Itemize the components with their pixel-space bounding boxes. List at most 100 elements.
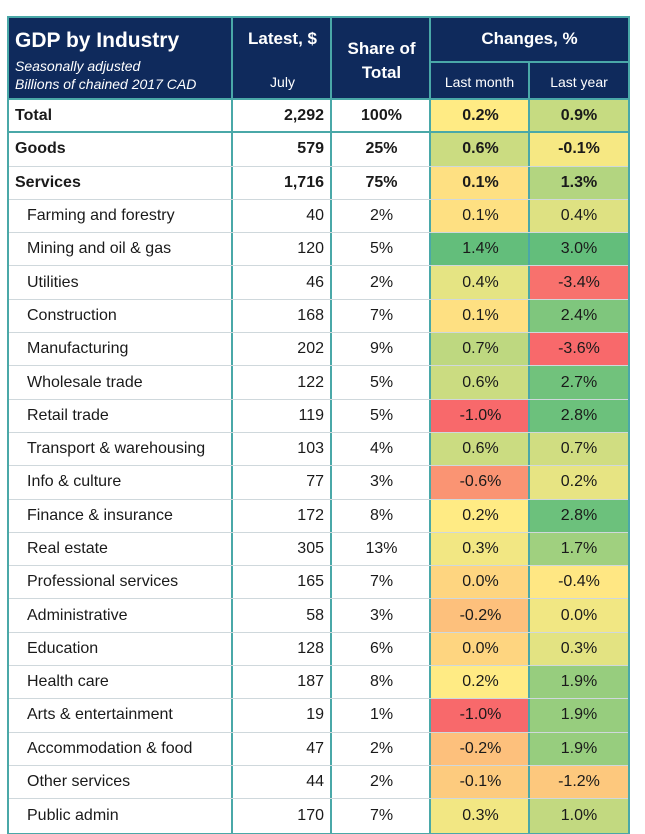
table-row: Services 1,716 75% 0.1% 1.3% xyxy=(9,166,628,200)
industry-name-cell: Real estate xyxy=(27,540,108,557)
share-value-cell: 6% xyxy=(369,639,394,657)
table-subtitle-1: Seasonally adjusted xyxy=(15,58,141,74)
last-month-change-cell: 0.0% xyxy=(431,566,530,599)
table-row: Manufacturing 202 9% 0.7% -3.6% xyxy=(9,333,628,367)
last-year-change-cell: 1.9% xyxy=(530,666,628,699)
latest-value-cell: 202 xyxy=(297,340,324,358)
share-value-cell: 5% xyxy=(369,406,394,424)
industry-name-cell: Transport & warehousing xyxy=(27,440,206,458)
table-title: GDP by Industry xyxy=(15,29,180,52)
share-value-cell: 2% xyxy=(369,773,394,791)
last-year-change-cell: 2.4% xyxy=(530,299,628,333)
industry-name-cell: Accommodation & food xyxy=(27,739,193,757)
share-value-cell: 25% xyxy=(365,140,398,158)
last-month-change-cell: 0.1% xyxy=(431,199,530,233)
industry-name-cell: Services xyxy=(15,173,81,191)
share-value-cell: 5% xyxy=(369,240,394,258)
industry-name-cell: Farming and forestry xyxy=(27,207,175,225)
industry-name-cell: Arts & entertainment xyxy=(27,706,173,724)
share-value-cell: 8% xyxy=(369,506,394,524)
last-month-change-cell: 1.4% xyxy=(431,233,530,266)
table-row: Utilities 46 2% 0.4% -3.4% xyxy=(9,266,628,300)
latest-value-cell: 40 xyxy=(306,207,324,225)
last-year-change-cell: 2.8% xyxy=(530,499,628,532)
share-value-cell: 2% xyxy=(369,273,394,291)
last-year-change-cell: 2.8% xyxy=(530,399,628,432)
share-value-cell: 2% xyxy=(369,739,394,757)
header-changes-cell: Changes, % xyxy=(431,18,628,98)
share-value-cell: 3% xyxy=(369,473,394,491)
month-header: July xyxy=(270,74,295,90)
share-value-cell: 8% xyxy=(369,673,394,691)
share-value-cell: 5% xyxy=(369,373,394,391)
last-month-change-cell: 0.2% xyxy=(431,499,530,532)
latest-value-cell: 168 xyxy=(297,306,324,324)
changes-header: Changes, % xyxy=(481,29,578,48)
table-row: Education 128 6% 0.0% 0.3% xyxy=(9,632,628,667)
share-value-cell: 1% xyxy=(369,706,394,724)
latest-value-cell: 170 xyxy=(297,806,324,824)
last-year-change-cell: 3.0% xyxy=(530,233,628,266)
last-month-change-cell: 0.6% xyxy=(431,133,530,166)
table-row: Administrative 58 3% -0.2% 0.0% xyxy=(9,599,628,633)
share-header: Share of Total xyxy=(332,37,431,85)
share-value-cell: 7% xyxy=(369,573,394,591)
last-year-change-cell: -1.2% xyxy=(530,765,628,799)
share-value-cell: 75% xyxy=(365,173,398,191)
latest-value-cell: 77 xyxy=(306,473,324,491)
share-value-cell: 7% xyxy=(369,306,394,324)
header-latest-cell: Latest, $ July xyxy=(233,18,332,98)
last-month-change-cell: -0.1% xyxy=(431,765,530,799)
last-year-change-cell: 1.0% xyxy=(530,799,628,833)
table-row: Farming and forestry 40 2% 0.1% 0.4% xyxy=(9,199,628,234)
table-header: GDP by Industry Seasonally adjusted Bill… xyxy=(7,16,630,100)
table-row: Goods 579 25% 0.6% -0.1% xyxy=(9,133,628,167)
industry-name-cell: Utilities xyxy=(27,273,79,291)
table-row: Arts & entertainment 19 1% -1.0% 1.9% xyxy=(9,699,628,733)
table-row: Transport & warehousing 103 4% 0.6% 0.7% xyxy=(9,432,628,467)
last-year-change-cell: 1.9% xyxy=(530,732,628,765)
table-row: Real estate 305 13% 0.3% 1.7% xyxy=(9,532,628,567)
last-year-change-cell: 0.9% xyxy=(530,100,628,132)
latest-value-cell: 44 xyxy=(306,773,324,791)
industry-name-cell: Total xyxy=(15,106,53,124)
share-value-cell: 9% xyxy=(369,340,394,358)
last-month-change-cell: -1.0% xyxy=(431,399,530,432)
last-year-change-cell: -0.4% xyxy=(530,566,628,599)
share-value-cell: 4% xyxy=(369,440,394,458)
industry-name-cell: Education xyxy=(27,639,99,657)
table-row: Retail trade 119 5% -1.0% 2.8% xyxy=(9,399,628,433)
last-month-change-cell: 0.3% xyxy=(431,532,530,566)
last-year-change-cell: -0.1% xyxy=(530,133,628,166)
table-row: Mining and oil & gas 120 5% 1.4% 3.0% xyxy=(9,233,628,267)
latest-value-cell: 58 xyxy=(306,606,324,624)
last-month-header: Last month xyxy=(444,74,515,90)
table-row: Health care 187 8% 0.2% 1.9% xyxy=(9,666,628,700)
industry-name-cell: Mining and oil & gas xyxy=(27,240,172,258)
industry-name-cell: Info & culture xyxy=(27,473,122,491)
last-month-change-cell: 0.2% xyxy=(431,666,530,699)
last-year-change-cell: -3.4% xyxy=(530,266,628,299)
last-month-change-cell: 0.2% xyxy=(431,100,530,132)
last-year-change-cell: 1.3% xyxy=(530,166,628,199)
industry-name-cell: Construction xyxy=(27,306,117,324)
last-month-change-cell: 0.0% xyxy=(431,632,530,666)
latest-value-cell: 119 xyxy=(298,406,324,424)
last-month-change-cell: -0.2% xyxy=(431,732,530,765)
industry-name-cell: Other services xyxy=(27,773,131,791)
latest-value-cell: 122 xyxy=(297,373,324,391)
share-value-cell: 13% xyxy=(365,540,398,557)
table-row: Total 2,292 100% 0.2% 0.9% xyxy=(9,100,628,134)
header-title-cell: GDP by Industry Seasonally adjusted Bill… xyxy=(9,18,233,98)
latest-value-cell: 305 xyxy=(297,540,324,557)
share-header-line-2: Total xyxy=(361,63,402,82)
latest-value-cell: 172 xyxy=(297,506,324,524)
industry-name-cell: Finance & insurance xyxy=(27,506,173,524)
industry-name-cell: Wholesale trade xyxy=(27,373,143,391)
last-month-change-cell: -0.6% xyxy=(431,466,530,499)
last-year-change-cell: 1.7% xyxy=(530,532,628,566)
latest-value-cell: 19 xyxy=(306,706,324,724)
table-row: Accommodation & food 47 2% -0.2% 1.9% xyxy=(9,732,628,766)
table-row: Public admin 170 7% 0.3% 1.0% xyxy=(9,799,628,833)
last-month-change-cell: 0.3% xyxy=(431,799,530,833)
